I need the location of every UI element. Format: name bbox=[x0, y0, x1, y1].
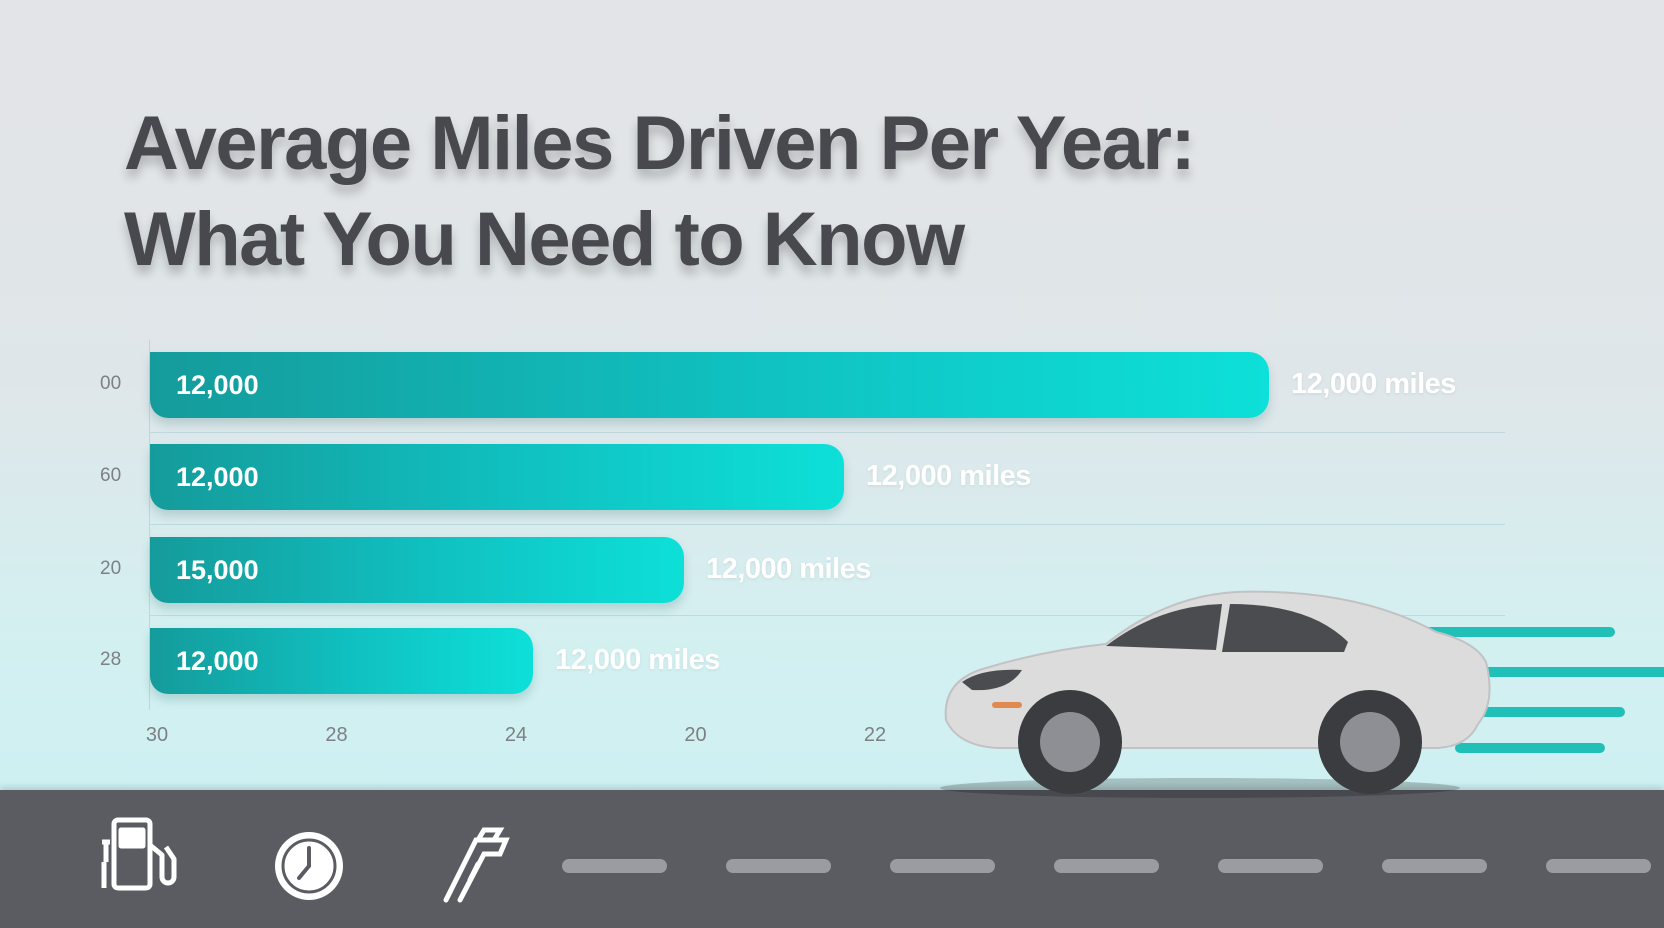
x-axis-label: 30 bbox=[145, 724, 169, 746]
y-axis-label: 00 bbox=[100, 373, 122, 394]
bar: 12,000 bbox=[150, 352, 1269, 418]
title: What You Need to Know bbox=[124, 197, 965, 282]
grid-line bbox=[150, 432, 1505, 433]
lane-dashes bbox=[562, 859, 1651, 873]
clock-icon bbox=[275, 832, 343, 900]
road-icons bbox=[101, 817, 1651, 903]
value-label: 12,000 miles bbox=[866, 460, 1031, 492]
y-axis-label: 28 bbox=[100, 649, 122, 670]
bar: 12,000 bbox=[150, 444, 844, 510]
value-label: 12,000 miles bbox=[1291, 368, 1456, 400]
bar-label: 15,000 bbox=[176, 555, 259, 585]
road bbox=[0, 790, 1664, 928]
car-illustration bbox=[940, 590, 1664, 798]
value-label: 12,000 miles bbox=[706, 553, 871, 585]
bar-label: 12,000 bbox=[176, 370, 259, 400]
bar: 15,000 bbox=[150, 537, 684, 603]
x-axis-label: 24 bbox=[504, 724, 528, 746]
x-axis-label: 20 bbox=[684, 724, 707, 746]
y-axis-line bbox=[149, 340, 150, 710]
y-axis-label: 20 bbox=[100, 558, 122, 579]
y-axis-label: 60 bbox=[100, 465, 122, 486]
bar: 12,000 bbox=[150, 628, 533, 694]
title: Average Miles Driven Per Year: bbox=[124, 101, 1196, 186]
x-axis-label: 28 bbox=[325, 724, 348, 746]
grid-line bbox=[150, 615, 1505, 616]
value-label: 12,000 miles bbox=[555, 644, 720, 676]
bar-label: 12,000 bbox=[176, 462, 259, 492]
pedal-icon bbox=[443, 827, 510, 903]
x-axis-label: 22 bbox=[863, 724, 887, 746]
bar-label: 12,000 bbox=[176, 646, 259, 676]
fuel-icon bbox=[101, 817, 177, 891]
grid-line bbox=[150, 524, 1505, 525]
